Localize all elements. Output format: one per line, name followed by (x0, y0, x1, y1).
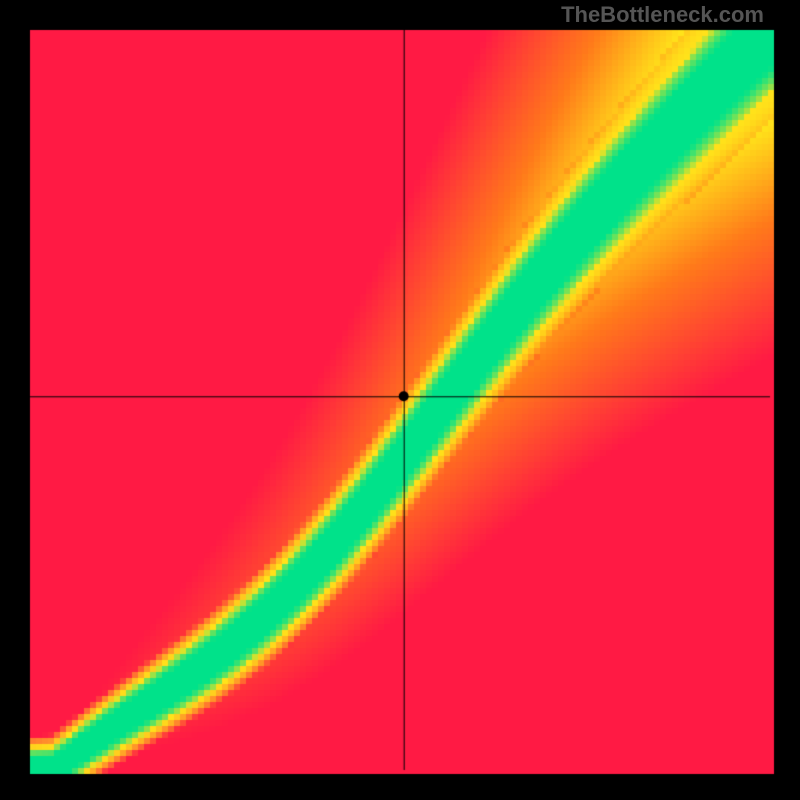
chart-container: TheBottleneck.com (0, 0, 800, 800)
watermark-text: TheBottleneck.com (561, 2, 764, 28)
bottleneck-heatmap-canvas (0, 0, 800, 800)
